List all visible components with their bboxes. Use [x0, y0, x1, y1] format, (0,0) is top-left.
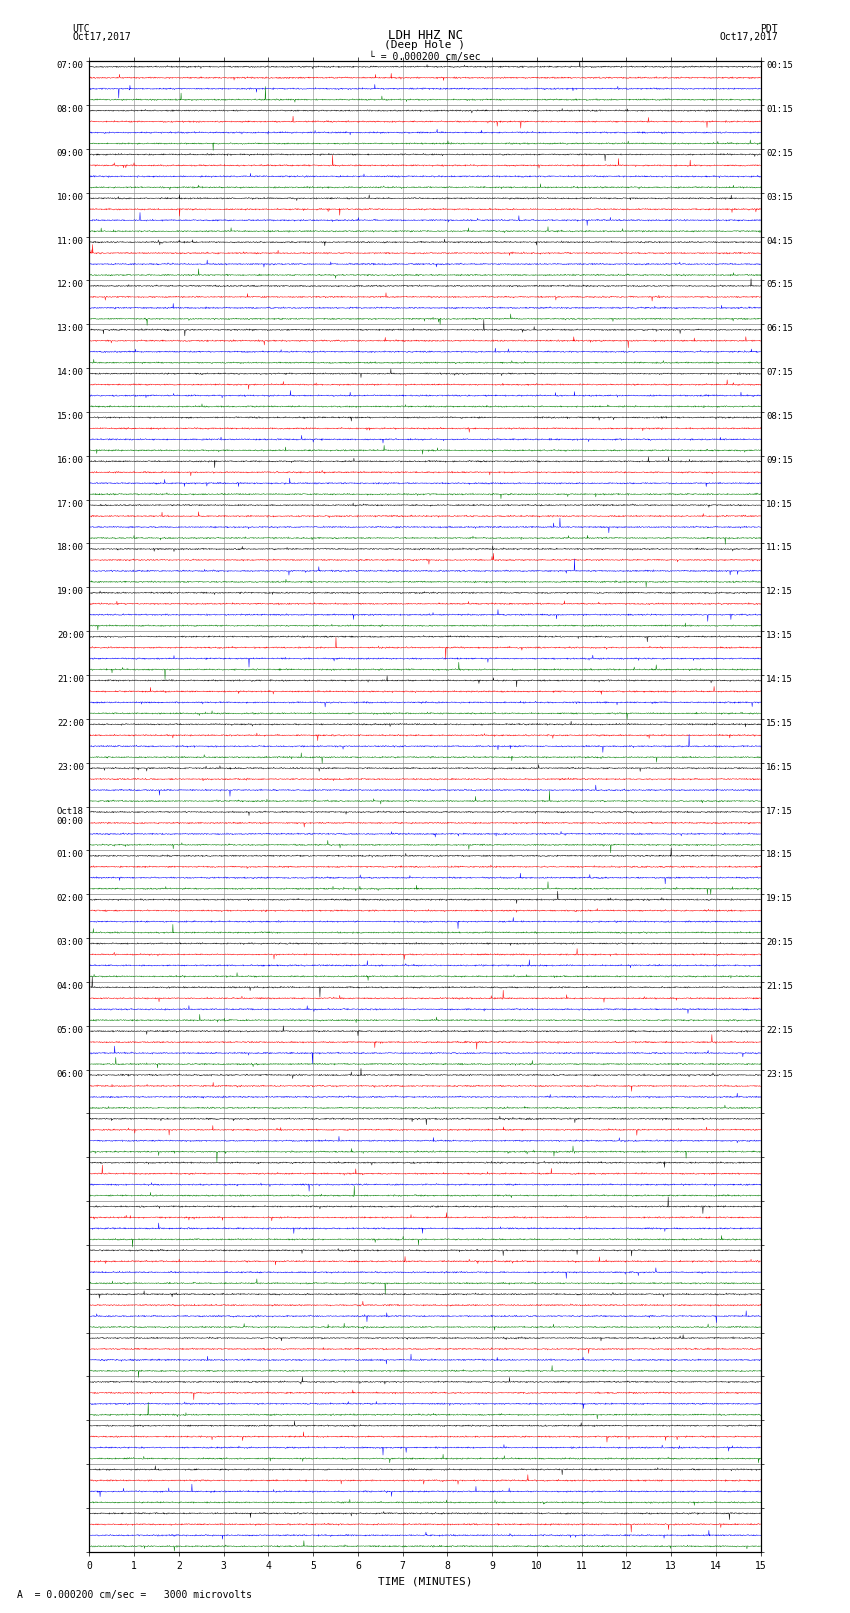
Text: UTC: UTC	[72, 24, 90, 34]
Text: Oct17,2017: Oct17,2017	[72, 32, 131, 42]
Text: A  = 0.000200 cm/sec =   3000 microvolts: A = 0.000200 cm/sec = 3000 microvolts	[17, 1590, 252, 1600]
Text: PDT: PDT	[760, 24, 778, 34]
X-axis label: TIME (MINUTES): TIME (MINUTES)	[377, 1576, 473, 1586]
Text: (Deep Hole ): (Deep Hole )	[384, 40, 466, 50]
Text: └ = 0.000200 cm/sec: └ = 0.000200 cm/sec	[369, 52, 481, 61]
Text: LDH HHZ NC: LDH HHZ NC	[388, 29, 462, 42]
Text: Oct17,2017: Oct17,2017	[719, 32, 778, 42]
